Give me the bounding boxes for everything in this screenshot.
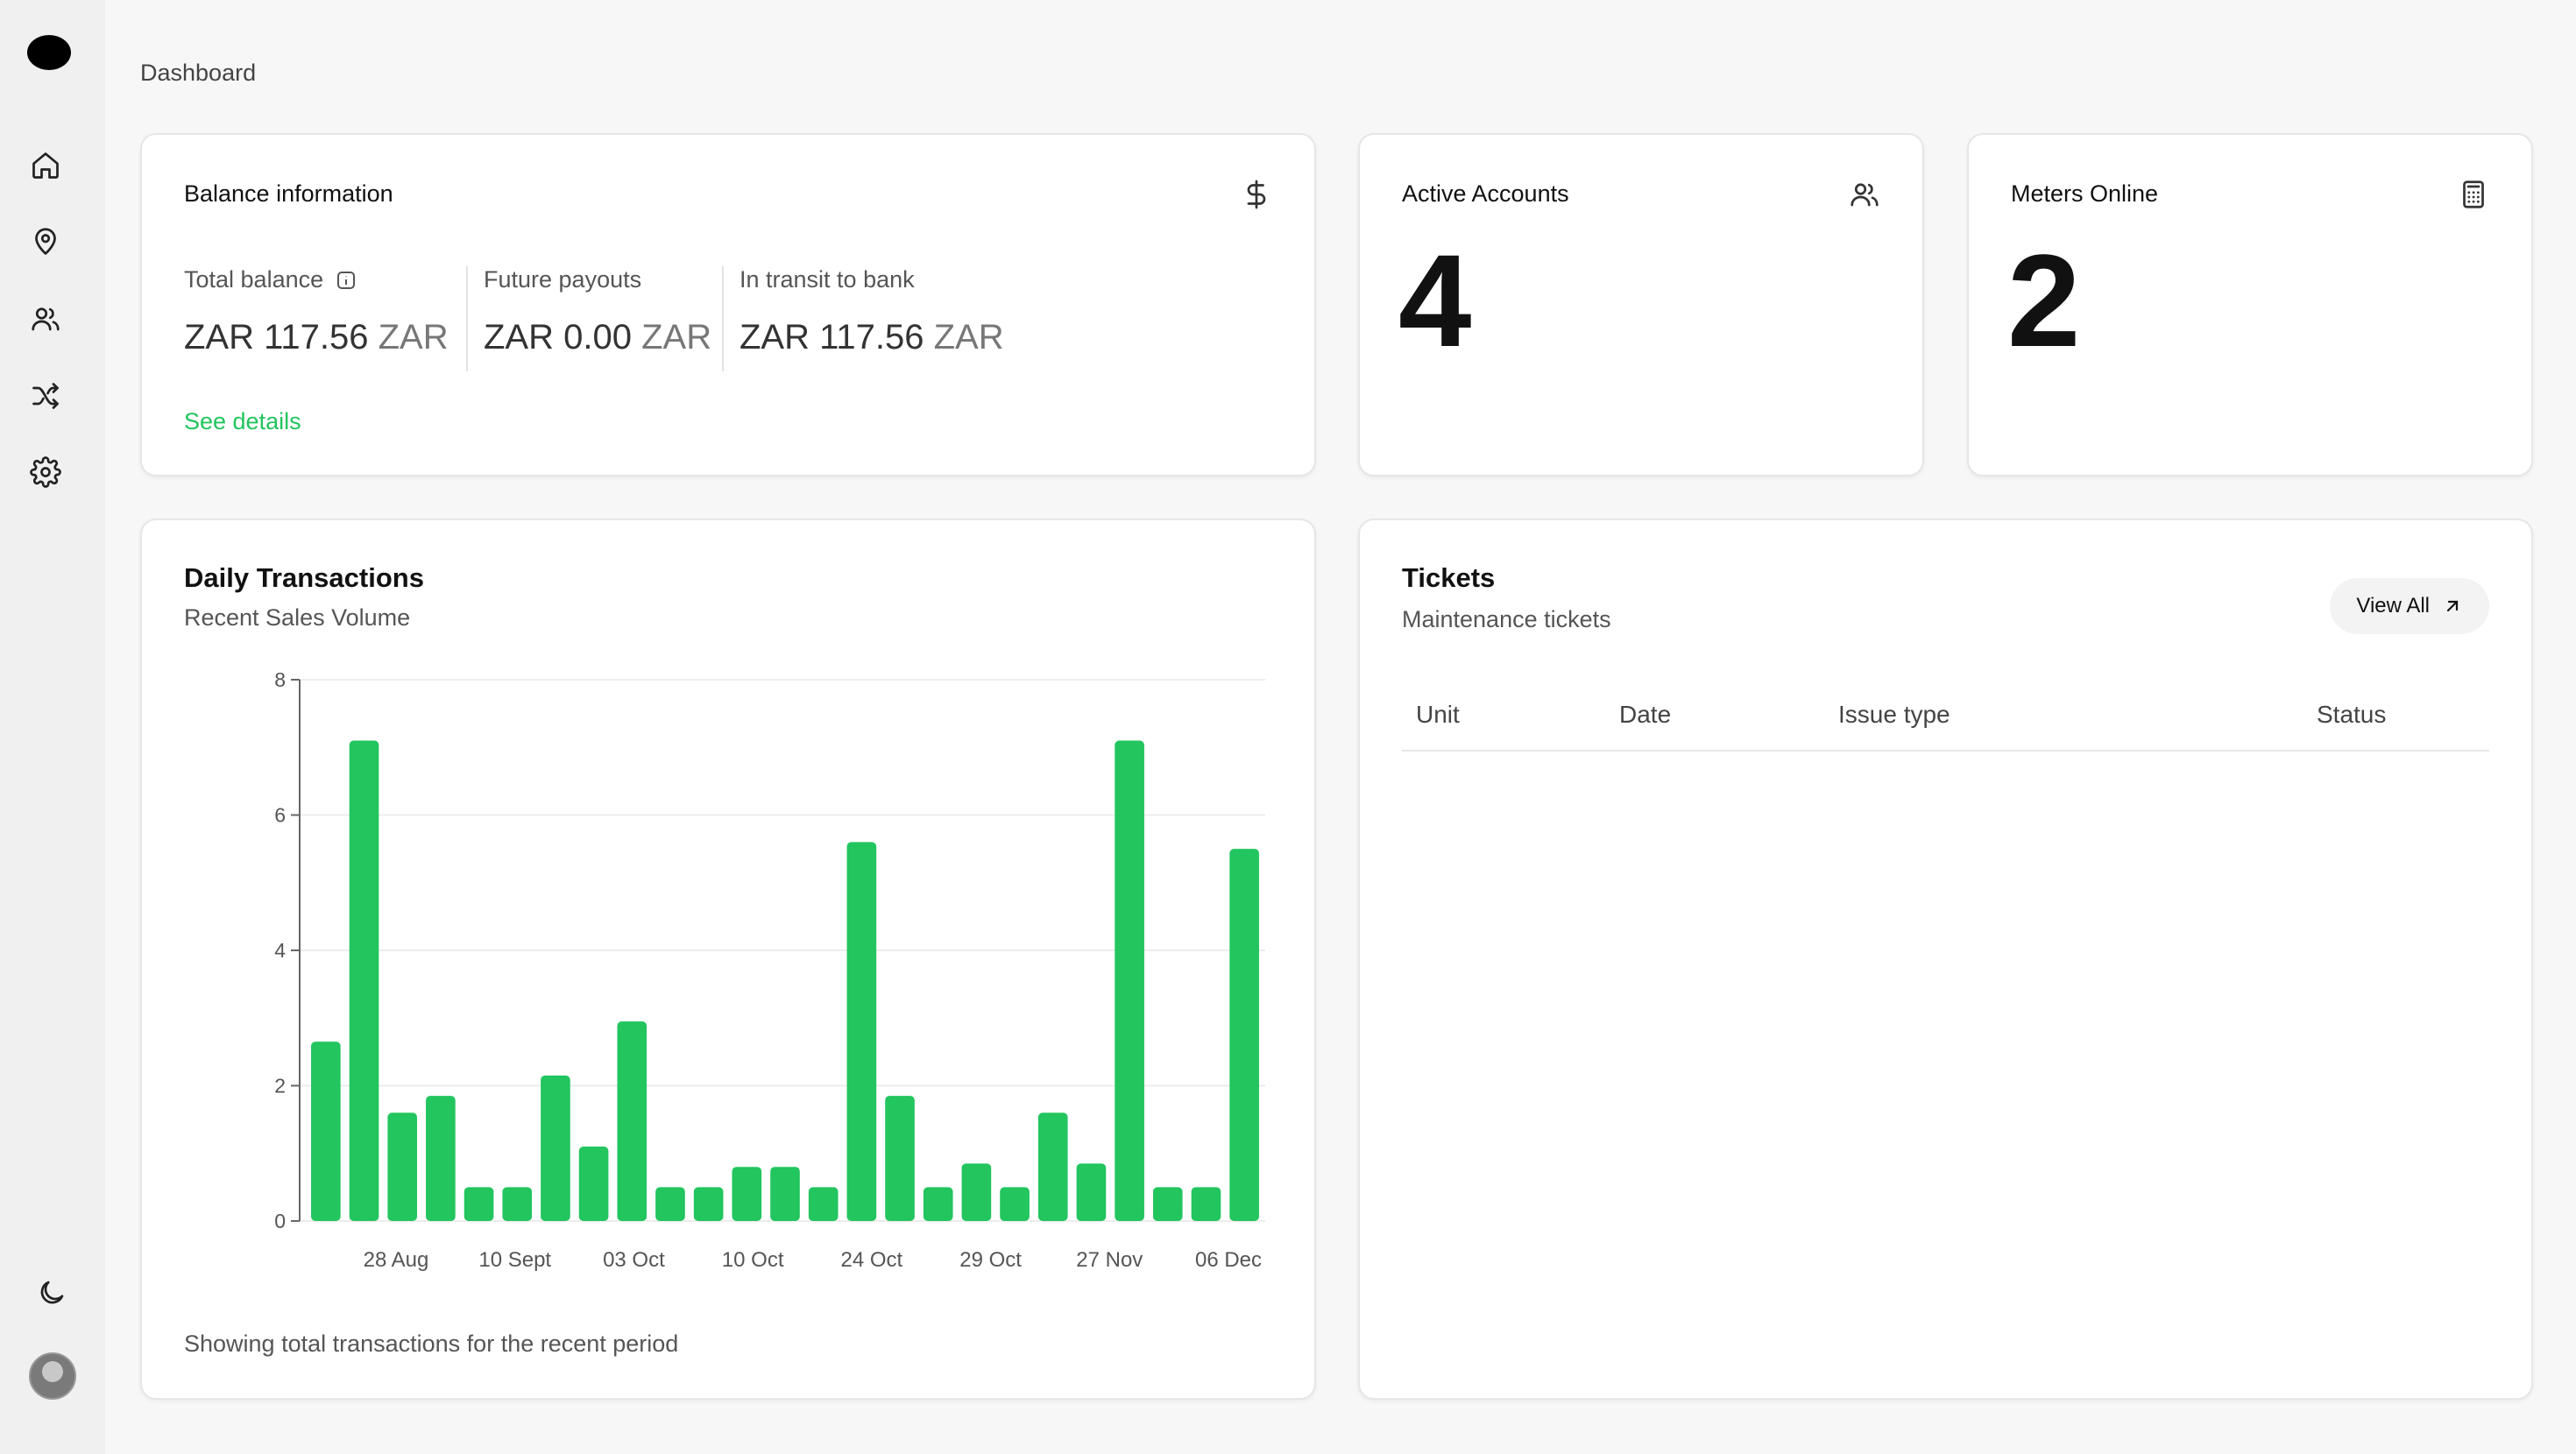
total-balance-amount: ZAR 117.56 <box>184 318 369 356</box>
bar <box>1037 1112 1068 1221</box>
bar <box>349 740 379 1221</box>
x-tick-label: 27 Nov <box>1076 1248 1143 1272</box>
total-balance-label: Total balance <box>184 266 324 293</box>
bar <box>846 842 877 1221</box>
bar <box>885 1096 915 1221</box>
sidebar <box>0 0 105 1454</box>
table-header-divider <box>1402 750 2489 752</box>
meters-online-value: 2 <box>2007 227 2081 374</box>
in-transit: In transit to bank ZAR 117.56 ZAR <box>740 266 1004 357</box>
currency-label: ZAR <box>378 318 449 356</box>
tickets-card: Tickets Maintenance tickets View All Uni… <box>1358 519 2533 1400</box>
daily-transactions-card: Daily Transactions Recent Sales Volume 0… <box>140 519 1316 1400</box>
dollar-icon <box>1241 179 1272 210</box>
bar <box>426 1096 456 1221</box>
active-accounts-card: Active Accounts 4 <box>1358 133 1924 476</box>
y-tick-label: 2 <box>274 1075 286 1098</box>
y-tick-label: 0 <box>274 1210 286 1232</box>
arrow-up-right-icon <box>2442 596 2463 617</box>
bar <box>1191 1187 1221 1221</box>
y-tick-label: 6 <box>274 804 286 827</box>
bar <box>1152 1187 1183 1221</box>
future-payouts-amount: ZAR 0.00 <box>484 318 632 356</box>
currency-label: ZAR <box>641 318 712 356</box>
bar <box>923 1187 953 1221</box>
future-payouts: Future payouts ZAR 0.00 ZAR <box>484 266 711 357</box>
shuffle-icon[interactable] <box>28 378 63 413</box>
home-icon[interactable] <box>28 148 63 183</box>
future-payouts-label: Future payouts <box>484 266 642 293</box>
bar <box>311 1041 341 1221</box>
y-tick-label: 8 <box>274 668 286 691</box>
column-header-status[interactable]: Status <box>2317 701 2387 728</box>
bar <box>1115 740 1144 1221</box>
y-tick-label: 4 <box>274 939 286 962</box>
x-tick-label: 24 Oct <box>841 1248 903 1272</box>
bar <box>541 1075 570 1221</box>
bar <box>961 1163 992 1221</box>
bar-chart: 0 2 4 6 8 28 Aug 10 Sept 03 Oct 10 Oct 24 Oct 29 O… <box>274 668 1265 1272</box>
x-tick-label: 10 Oct <box>722 1248 784 1272</box>
card-subtitle: Recent Sales Volume <box>184 604 411 631</box>
bar <box>693 1187 724 1221</box>
column-header-issue-type[interactable]: Issue type <box>1838 701 1950 728</box>
settings-icon[interactable] <box>28 455 63 490</box>
divider <box>466 266 468 371</box>
bar <box>617 1021 648 1221</box>
avatar[interactable] <box>29 1352 76 1400</box>
bar <box>464 1187 494 1221</box>
balance-card: Balance information Total balance ZAR 11… <box>140 133 1316 476</box>
bar <box>578 1147 609 1221</box>
bar <box>770 1167 800 1221</box>
location-icon[interactable] <box>28 224 63 259</box>
in-transit-amount: ZAR 117.56 <box>740 318 924 356</box>
card-subtitle: Maintenance tickets <box>1402 606 1611 632</box>
x-tick-label: 10 Sept <box>478 1248 551 1272</box>
bar <box>1229 849 1259 1221</box>
column-header-date[interactable]: Date <box>1619 701 1672 728</box>
card-title: Active Accounts <box>1402 180 1569 207</box>
x-tick-label: 06 Dec <box>1195 1248 1262 1272</box>
see-details-link[interactable]: See details <box>184 408 301 434</box>
bar <box>1076 1163 1107 1221</box>
bar <box>732 1167 762 1221</box>
divider <box>722 266 724 371</box>
column-header-unit[interactable]: Unit <box>1416 701 1460 728</box>
meters-online-card: Meters Online 2 <box>1967 133 2533 476</box>
bar <box>808 1187 839 1221</box>
view-all-label: View All <box>2356 594 2430 618</box>
view-all-button[interactable]: View All <box>2330 578 2489 634</box>
info-icon[interactable] <box>336 270 357 291</box>
card-title: Meters Online <box>2011 180 2159 207</box>
users-icon[interactable] <box>28 301 63 336</box>
active-accounts-value: 4 <box>1398 227 1472 374</box>
x-tick-label: 29 Oct <box>959 1248 1022 1272</box>
bar <box>1000 1187 1030 1221</box>
moon-icon[interactable] <box>34 1275 69 1310</box>
bar <box>387 1112 418 1221</box>
card-title: Balance information <box>184 180 393 207</box>
bar <box>502 1187 533 1221</box>
card-title: Tickets <box>1402 562 1496 593</box>
calculator-icon <box>2458 179 2489 210</box>
bar <box>655 1187 685 1221</box>
users-icon <box>1849 179 1880 210</box>
card-title: Daily Transactions <box>184 562 424 593</box>
in-transit-label: In transit to bank <box>740 266 915 293</box>
logo[interactable] <box>27 35 71 70</box>
breadcrumb: Dashboard <box>140 60 257 86</box>
chart-footer: Showing total transactions for the recen… <box>184 1330 679 1357</box>
x-tick-label: 03 Oct <box>603 1248 665 1272</box>
total-balance: Total balance ZAR 117.56 ZAR <box>184 266 449 357</box>
currency-label: ZAR <box>933 318 1004 356</box>
x-tick-label: 28 Aug <box>364 1248 429 1272</box>
